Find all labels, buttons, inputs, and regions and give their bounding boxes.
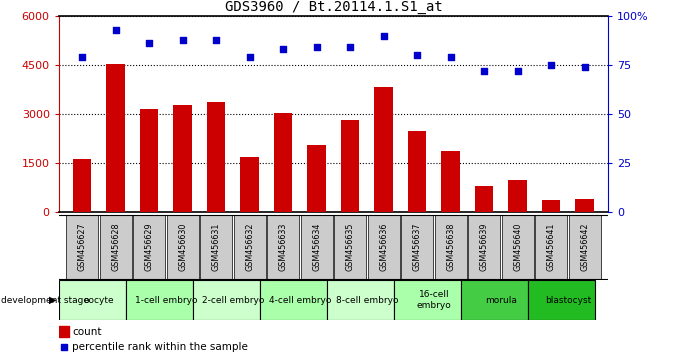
Bar: [260, 280, 327, 320]
Bar: [59, 280, 126, 320]
Bar: [193, 280, 260, 320]
Text: GSM456632: GSM456632: [245, 223, 254, 271]
Bar: [133, 215, 165, 279]
Text: GSM456637: GSM456637: [413, 223, 422, 271]
Point: [77, 55, 88, 60]
Text: GSM456642: GSM456642: [580, 223, 589, 271]
Point: [278, 46, 289, 52]
Title: GDS3960 / Bt.20114.1.S1_at: GDS3960 / Bt.20114.1.S1_at: [225, 0, 442, 13]
Text: GSM456639: GSM456639: [480, 223, 489, 271]
Bar: [435, 215, 466, 279]
Bar: [401, 215, 433, 279]
Bar: [569, 215, 600, 279]
Bar: [375, 87, 393, 212]
Text: GSM456627: GSM456627: [77, 223, 86, 271]
Point: [177, 37, 188, 42]
Text: count: count: [73, 327, 102, 337]
Text: GSM456629: GSM456629: [144, 223, 153, 271]
Point: [412, 52, 423, 58]
Bar: [408, 131, 426, 212]
Bar: [140, 109, 158, 212]
Text: ▶: ▶: [49, 295, 57, 305]
Bar: [240, 157, 259, 212]
Bar: [334, 215, 366, 279]
Bar: [542, 200, 560, 212]
Point: [373, 272, 384, 277]
Point: [211, 37, 222, 42]
Text: blastocyst: blastocyst: [545, 296, 591, 304]
Text: 16-cell
embryo: 16-cell embryo: [417, 290, 451, 310]
Text: GSM456630: GSM456630: [178, 223, 187, 271]
Point: [345, 45, 356, 50]
Bar: [66, 215, 98, 279]
Bar: [502, 215, 533, 279]
Point: [579, 64, 590, 70]
Point: [144, 41, 155, 46]
Bar: [576, 199, 594, 212]
Bar: [167, 215, 199, 279]
Bar: [341, 120, 359, 212]
Point: [110, 27, 121, 33]
Text: 2-cell embryo: 2-cell embryo: [202, 296, 264, 304]
Bar: [234, 215, 266, 279]
Bar: [394, 280, 461, 320]
Bar: [301, 215, 333, 279]
Text: 1-cell embryo: 1-cell embryo: [135, 296, 197, 304]
Text: GSM456635: GSM456635: [346, 223, 354, 271]
Point: [479, 68, 490, 74]
Text: development stage: development stage: [1, 296, 88, 304]
Point: [378, 33, 389, 39]
Bar: [461, 280, 528, 320]
Bar: [528, 280, 595, 320]
Text: morula: morula: [485, 296, 517, 304]
Text: GSM456634: GSM456634: [312, 223, 321, 271]
Bar: [368, 215, 399, 279]
Bar: [100, 215, 132, 279]
Point: [546, 62, 557, 68]
Text: GSM456641: GSM456641: [547, 223, 556, 271]
Point: [244, 55, 255, 60]
Bar: [106, 64, 125, 212]
Bar: [173, 105, 192, 212]
Bar: [509, 180, 527, 212]
Bar: [59, 326, 68, 337]
Bar: [475, 186, 493, 212]
Bar: [207, 102, 225, 212]
Bar: [468, 215, 500, 279]
Bar: [126, 280, 193, 320]
Bar: [274, 113, 292, 212]
Bar: [73, 159, 91, 212]
Point: [445, 55, 456, 60]
Text: oocyte: oocyte: [84, 296, 114, 304]
Text: GSM456633: GSM456633: [278, 223, 287, 271]
Point: [311, 45, 322, 50]
Point: [512, 68, 523, 74]
Text: percentile rank within the sample: percentile rank within the sample: [73, 342, 248, 352]
Text: GSM456640: GSM456640: [513, 223, 522, 271]
Text: GSM456628: GSM456628: [111, 223, 120, 271]
Bar: [442, 151, 460, 212]
Text: GSM456636: GSM456636: [379, 223, 388, 271]
Bar: [200, 215, 232, 279]
Text: 4-cell embryo: 4-cell embryo: [269, 296, 331, 304]
Text: GSM456638: GSM456638: [446, 223, 455, 271]
Bar: [307, 145, 326, 212]
Bar: [327, 280, 394, 320]
Bar: [535, 215, 567, 279]
Text: 8-cell embryo: 8-cell embryo: [336, 296, 398, 304]
Bar: [267, 215, 299, 279]
Text: GSM456631: GSM456631: [211, 223, 220, 271]
